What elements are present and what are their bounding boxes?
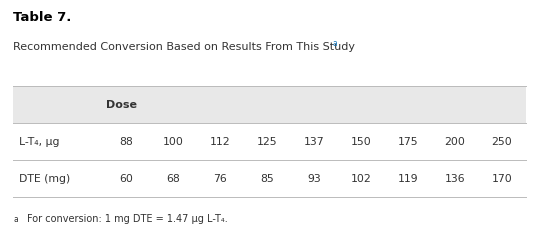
Text: 175: 175 (398, 137, 418, 147)
Text: L-T₄, μg: L-T₄, μg (19, 137, 59, 147)
Text: Dose: Dose (106, 100, 137, 109)
Text: 137: 137 (304, 137, 324, 147)
Text: 170: 170 (492, 174, 513, 184)
Text: 150: 150 (351, 137, 371, 147)
Text: 60: 60 (120, 174, 134, 184)
Text: 119: 119 (398, 174, 418, 184)
Text: a: a (333, 39, 337, 48)
Text: 68: 68 (167, 174, 181, 184)
Text: For conversion: 1 mg DTE = 1.47 μg L-T₄.: For conversion: 1 mg DTE = 1.47 μg L-T₄. (27, 214, 227, 224)
Text: 250: 250 (492, 137, 513, 147)
Text: 85: 85 (260, 174, 274, 184)
Text: 93: 93 (307, 174, 321, 184)
Text: Recommended Conversion Based on Results From This Study: Recommended Conversion Based on Results … (13, 42, 356, 52)
Text: 200: 200 (445, 137, 466, 147)
Text: 102: 102 (351, 174, 371, 184)
Text: Table 7.: Table 7. (13, 11, 72, 24)
Text: 100: 100 (163, 137, 184, 147)
Text: a: a (13, 215, 18, 224)
Text: DTE (mg): DTE (mg) (19, 174, 70, 184)
Text: 76: 76 (213, 174, 227, 184)
Text: 88: 88 (120, 137, 134, 147)
Text: 136: 136 (445, 174, 466, 184)
Text: 125: 125 (257, 137, 278, 147)
Text: 112: 112 (210, 137, 231, 147)
